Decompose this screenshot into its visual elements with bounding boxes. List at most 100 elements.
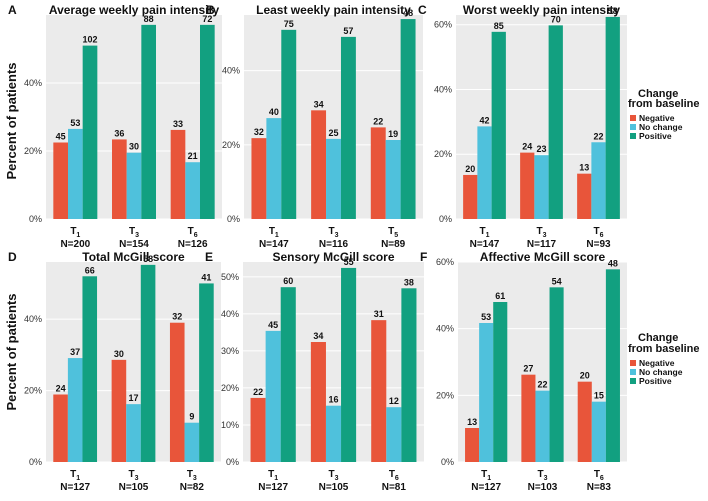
y-tick-label: 30% (221, 346, 239, 356)
x-tick-label: T3 (187, 469, 197, 482)
data-label: 32 (172, 312, 182, 322)
data-label: 53 (481, 312, 491, 322)
bar-positive (200, 24, 215, 219)
bar-positive (82, 45, 98, 219)
data-label: 22 (593, 131, 603, 141)
bar-no-change (535, 390, 550, 462)
data-label: 22 (537, 380, 547, 390)
y-tick-label: 20% (221, 383, 239, 393)
data-label: 40 (269, 107, 279, 117)
bar-no-change (477, 126, 492, 219)
panel-d: 0%20%40%24303237179665841T1N=127T3N=105T… (8, 250, 221, 493)
x-tick-n-label: N=127 (60, 482, 90, 493)
bar-positive (605, 16, 620, 220)
bar-negative (53, 142, 68, 219)
bar-negative (112, 139, 127, 219)
data-label: 37 (70, 347, 80, 357)
y-tick-label: 20% (436, 390, 454, 400)
bar-negative (577, 381, 592, 462)
panel-letter: B (206, 3, 215, 17)
data-label: 58 (608, 6, 618, 16)
data-label: 88 (144, 14, 154, 24)
y-tick-label: 20% (434, 149, 452, 159)
x-tick-label: T6 (188, 226, 198, 239)
data-label: 20 (465, 164, 475, 174)
bar-no-change (126, 152, 142, 219)
legend-swatch-no-change (630, 124, 636, 130)
bar-negative (310, 342, 326, 462)
data-label: 60 (283, 276, 293, 286)
legend-title: from baseline (628, 343, 700, 355)
bar-negative (463, 174, 478, 219)
data-label: 20 (580, 371, 590, 381)
x-tick-label: T1 (479, 226, 489, 239)
data-label: 54 (552, 276, 562, 286)
y-tick-label: 0% (29, 214, 42, 224)
bar-positive (140, 264, 156, 462)
bar-positive (400, 19, 416, 219)
data-label: 102 (82, 35, 97, 45)
data-label: 24 (522, 142, 532, 152)
panel-letter: E (205, 250, 213, 264)
data-label: 70 (551, 14, 561, 24)
panel-letter: A (8, 3, 17, 17)
x-tick-n-label: N=147 (259, 239, 289, 250)
bar-no-change (184, 422, 200, 462)
legend-label-negative: Negative (639, 113, 675, 123)
panel-title: Total McGill score (82, 250, 185, 264)
data-label: 13 (579, 163, 589, 173)
bar-positive (548, 25, 563, 219)
data-label: 61 (495, 291, 505, 301)
bar-negative (370, 127, 386, 219)
x-tick-label: T5 (388, 226, 398, 239)
data-label: 15 (594, 391, 604, 401)
bar-positive (199, 283, 214, 462)
data-label: 72 (202, 14, 212, 24)
bar-positive (491, 31, 506, 220)
panel-title: Affective McGill score (480, 250, 606, 264)
bar-no-change (126, 404, 141, 462)
bar-positive (549, 287, 564, 462)
panel-b: 0% 20% 40% 32 34 22 40 25 19 75 57 48 T1N=147 T3N=116… (206, 3, 423, 250)
y-tick-label: 40% (222, 66, 240, 76)
x-tick-label: T6 (593, 226, 603, 239)
data-label: 31 (374, 309, 384, 319)
data-label: 45 (268, 320, 278, 330)
panel-title: Sensory McGill score (272, 250, 394, 264)
data-label: 53 (70, 118, 80, 128)
bar-positive (340, 36, 356, 219)
data-label: 57 (343, 26, 353, 36)
legend-swatch-no-change (630, 369, 636, 375)
x-tick-label: T3 (128, 469, 138, 482)
x-tick-label: T1 (268, 469, 278, 482)
bar-negative (170, 129, 186, 219)
x-tick-label: T1 (269, 226, 279, 239)
data-label: 21 (188, 151, 198, 161)
y-tick-label: 0% (29, 457, 42, 467)
panel-title: Worst weekly pain intensity (463, 3, 620, 17)
data-label: 75 (284, 19, 294, 29)
data-label: 36 (114, 128, 124, 138)
data-label: 33 (173, 119, 183, 129)
x-tick-n-label: N=82 (180, 482, 205, 493)
panel-letter: F (420, 250, 427, 264)
x-tick-n-label: N=200 (60, 239, 90, 250)
bar-positive (493, 302, 508, 462)
data-label: 27 (523, 364, 533, 374)
data-label: 41 (201, 272, 211, 282)
x-tick-label: T3 (328, 469, 338, 482)
bar-negative (520, 152, 535, 219)
data-label: 30 (129, 142, 139, 152)
bar-positive (141, 24, 156, 219)
legend-swatch-positive (630, 133, 636, 139)
bar-no-change (534, 155, 549, 219)
legend-label-negative: Negative (639, 358, 675, 368)
bar-negative (250, 397, 266, 462)
x-tick-n-label: N=116 (319, 239, 349, 250)
bar-no-change (67, 358, 83, 462)
data-label: 55 (344, 257, 354, 267)
data-label: 38 (404, 277, 414, 287)
bar-no-change (326, 138, 341, 219)
legend-title: Change (638, 88, 678, 100)
